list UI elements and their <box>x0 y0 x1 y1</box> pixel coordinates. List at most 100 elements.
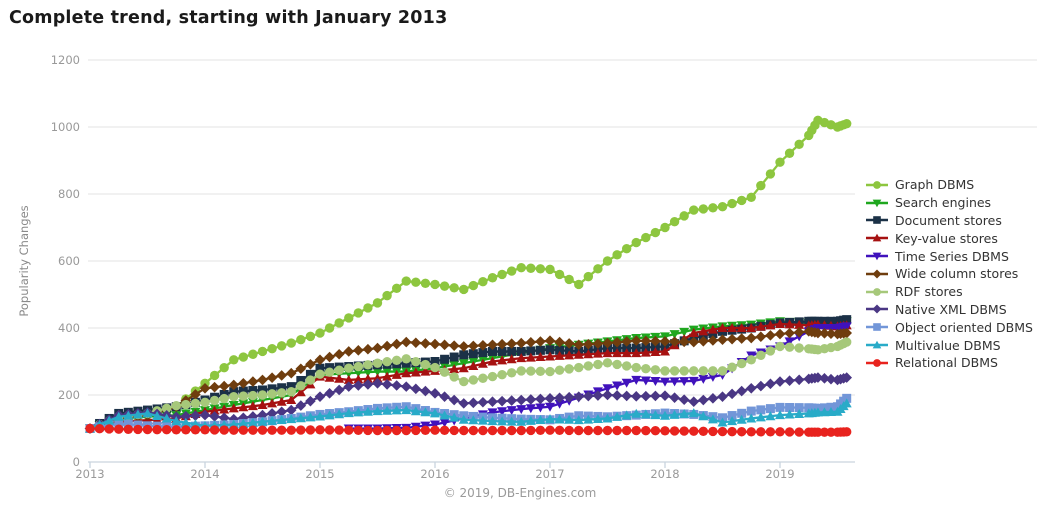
data-point-marker <box>200 425 210 435</box>
data-point-marker <box>132 409 143 419</box>
data-point-marker <box>506 395 517 406</box>
data-point-marker <box>688 408 699 418</box>
data-point-marker <box>583 338 594 350</box>
data-point-marker <box>573 339 585 351</box>
data-point-marker <box>353 361 364 372</box>
legend-marker-icon <box>866 199 888 207</box>
data-point-marker <box>180 417 191 427</box>
data-point-marker <box>333 348 345 360</box>
legend-item-multivalue-dbms[interactable]: Multivalue DBMS <box>866 336 1033 354</box>
data-point-marker <box>631 362 641 373</box>
legend-item-search-engines[interactable]: Search engines <box>866 194 1033 212</box>
data-point-marker <box>267 425 277 435</box>
data-point-marker <box>468 397 479 409</box>
data-point-marker <box>641 343 651 353</box>
data-point-marker <box>276 341 287 351</box>
data-point-marker <box>688 336 700 348</box>
data-point-marker <box>554 425 565 435</box>
data-point-marker <box>391 405 402 415</box>
data-point-marker <box>362 343 374 355</box>
x-tick-label: 2017 <box>535 467 564 481</box>
data-point-marker <box>468 375 479 385</box>
data-point-marker <box>440 354 450 364</box>
data-point-marker <box>295 363 307 375</box>
data-point-marker <box>535 336 546 347</box>
data-point-marker <box>545 402 555 412</box>
data-point-marker <box>842 337 852 347</box>
data-point-marker <box>775 341 785 352</box>
data-point-marker <box>535 352 546 362</box>
data-point-marker <box>630 335 642 347</box>
data-point-marker <box>698 366 709 376</box>
legend-item-wide-column-stores[interactable]: Wide column stores <box>866 265 1033 283</box>
data-point-marker <box>592 348 603 358</box>
data-point-marker <box>526 425 536 436</box>
data-point-marker <box>669 426 680 436</box>
legend-item-rdf-stores[interactable]: RDF stores <box>866 283 1033 301</box>
data-point-marker <box>123 410 134 420</box>
legend-item-document-stores[interactable]: Document stores <box>866 212 1033 230</box>
data-point-marker <box>152 424 162 435</box>
data-point-marker <box>784 337 795 347</box>
data-point-marker <box>612 343 622 353</box>
data-point-marker <box>669 336 680 347</box>
legend-item-time-series-dbms[interactable]: Time Series DBMS <box>866 247 1033 265</box>
y-tick-label: 200 <box>58 388 80 402</box>
data-point-marker <box>602 389 613 401</box>
legend-marker-icon <box>866 252 888 261</box>
data-point-marker <box>679 211 689 221</box>
data-point-marker <box>458 363 469 373</box>
data-point-marker <box>276 415 287 425</box>
data-point-marker <box>736 385 747 397</box>
data-point-marker <box>650 410 661 420</box>
legend-item-native-xml-dbms[interactable]: Native XML DBMS <box>866 301 1033 319</box>
data-point-marker <box>707 414 718 424</box>
data-point-marker <box>353 368 364 378</box>
data-point-marker <box>324 425 335 435</box>
data-point-marker <box>305 395 316 407</box>
legend-label: RDF stores <box>895 284 963 300</box>
data-point-marker <box>554 365 565 375</box>
legend-item-graph-dbms[interactable]: Graph DBMS <box>866 176 1033 194</box>
data-point-marker <box>669 409 680 419</box>
data-point-marker <box>497 369 507 380</box>
data-point-marker <box>449 412 460 422</box>
data-point-marker <box>257 400 268 410</box>
data-point-marker <box>277 383 287 393</box>
legend-marker-icon <box>866 180 888 189</box>
data-point-marker <box>296 375 306 385</box>
data-point-marker <box>650 335 661 347</box>
data-point-marker <box>564 414 575 424</box>
data-point-marker <box>583 414 594 424</box>
data-point-marker <box>401 354 411 364</box>
data-point-marker <box>544 335 556 347</box>
legend-marker-icon <box>866 269 888 279</box>
data-point-marker <box>602 256 613 266</box>
data-point-marker <box>650 365 661 375</box>
data-point-marker <box>496 395 508 407</box>
data-point-marker <box>478 425 488 436</box>
data-point-marker <box>506 425 517 436</box>
data-point-marker <box>324 323 335 333</box>
data-point-marker <box>276 370 287 381</box>
data-point-marker <box>171 425 181 435</box>
data-point-marker <box>114 424 124 434</box>
data-point-marker <box>784 327 795 339</box>
data-point-marker <box>468 425 479 436</box>
data-point-marker <box>209 411 220 422</box>
data-point-marker <box>698 326 709 336</box>
legend-item-relational-dbms[interactable]: Relational DBMS <box>866 354 1033 372</box>
data-point-marker <box>353 380 364 391</box>
legend-item-object-oriented-dbms[interactable]: Object oriented DBMS <box>866 318 1033 336</box>
data-point-marker <box>535 393 546 405</box>
data-point-marker <box>85 423 95 434</box>
data-point-marker <box>660 426 670 436</box>
data-point-marker <box>267 343 277 354</box>
data-point-marker <box>525 336 537 348</box>
data-point-marker <box>650 426 661 436</box>
legend-item-key-value-stores[interactable]: Key-value stores <box>866 229 1033 247</box>
data-point-marker <box>333 384 345 396</box>
data-point-marker <box>382 425 392 436</box>
data-point-marker <box>420 338 431 349</box>
data-point-marker <box>717 202 728 212</box>
